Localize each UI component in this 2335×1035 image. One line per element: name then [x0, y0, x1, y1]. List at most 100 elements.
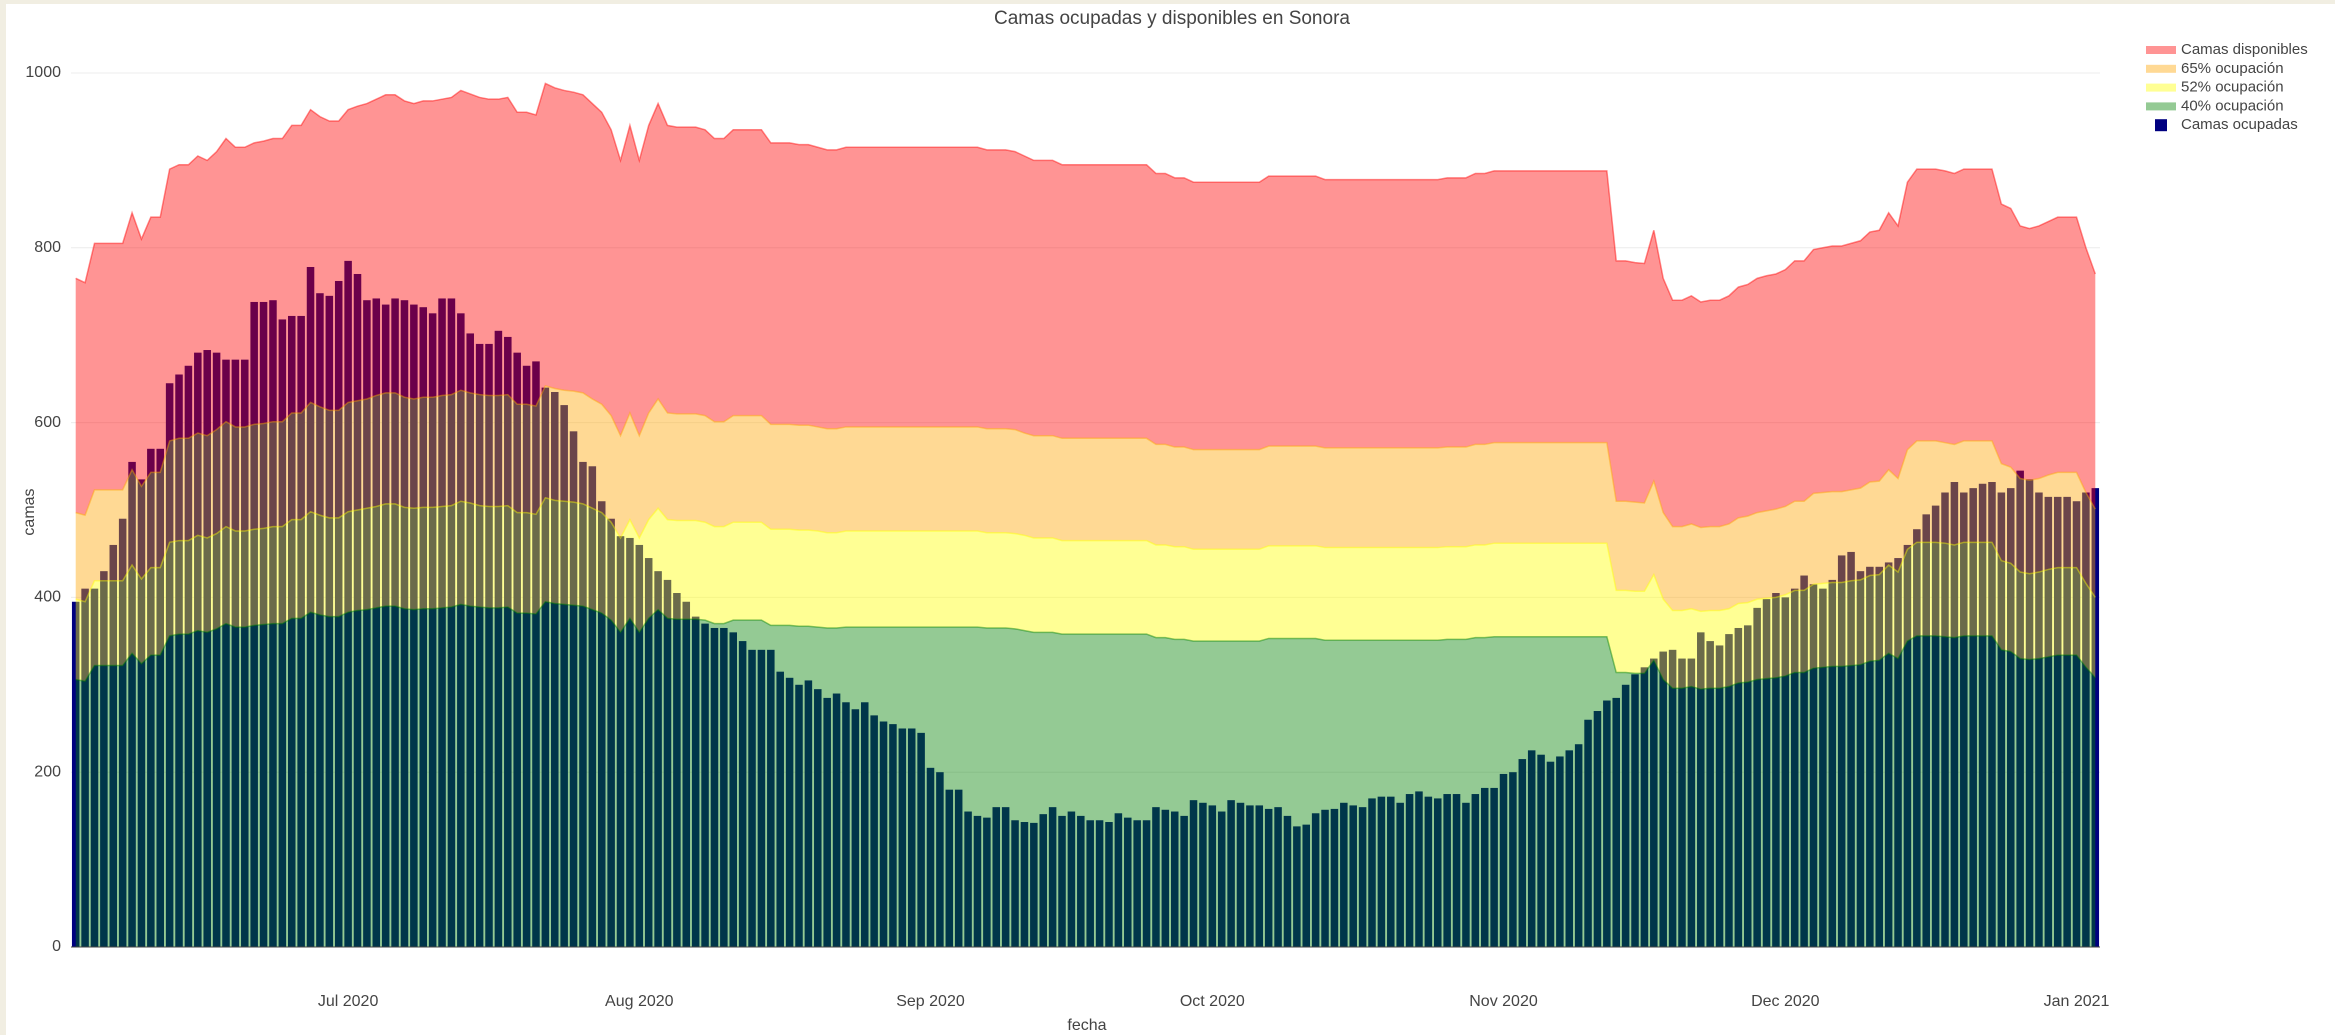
bar	[795, 684, 803, 947]
bar	[1067, 811, 1076, 947]
bar	[1321, 809, 1329, 947]
bar	[1490, 787, 1498, 947]
bar	[2063, 496, 2071, 947]
bar	[447, 298, 456, 947]
bar	[936, 772, 944, 947]
bar	[654, 571, 662, 947]
bar	[128, 461, 136, 947]
bar	[1293, 826, 1301, 947]
y-axis-label: camas	[21, 488, 38, 535]
bar	[1368, 798, 1376, 947]
legend-label: 65% ocupación	[2181, 60, 2284, 77]
bar	[1236, 802, 1245, 947]
bar	[814, 689, 822, 947]
bar	[682, 601, 691, 947]
bar	[720, 627, 728, 947]
bar	[2035, 492, 2043, 947]
bar	[1030, 822, 1038, 947]
bar	[1969, 488, 1977, 947]
bar	[269, 300, 277, 947]
bar	[165, 383, 174, 947]
bar	[757, 649, 766, 947]
bar	[118, 518, 127, 947]
legend-swatch	[2146, 83, 2176, 92]
bar	[579, 461, 587, 947]
bar	[231, 359, 240, 948]
bar	[156, 448, 164, 947]
bar	[344, 260, 352, 947]
bar	[419, 307, 428, 947]
bar	[1433, 798, 1442, 947]
bar	[1499, 773, 1508, 947]
bar	[241, 359, 249, 948]
bar	[1903, 544, 1912, 947]
bar	[2044, 496, 2053, 947]
y-tick-label: 400	[34, 589, 61, 606]
bar	[1452, 794, 1461, 947]
bar	[1048, 807, 1057, 947]
bar	[203, 350, 211, 947]
bar	[2016, 470, 2024, 947]
bar	[729, 632, 738, 947]
legend-label: Camas disponibles	[2181, 41, 2308, 58]
bar	[1227, 800, 1235, 947]
bar	[1631, 674, 1639, 947]
bar	[776, 671, 784, 947]
bar	[1678, 658, 1686, 947]
bar	[513, 352, 521, 948]
bar	[1819, 588, 1827, 947]
bar	[1105, 822, 1113, 947]
bar	[1697, 632, 1705, 947]
bar	[1603, 700, 1611, 947]
bar	[1659, 651, 1667, 947]
bar	[1443, 794, 1451, 947]
bar	[785, 677, 794, 947]
bar	[1020, 822, 1029, 947]
bar	[1424, 796, 1433, 947]
bar	[2025, 479, 2034, 947]
bar	[1161, 809, 1170, 947]
bar	[184, 365, 193, 948]
bar	[287, 315, 296, 948]
bar	[1246, 805, 1254, 947]
bar	[297, 315, 305, 948]
bar	[1152, 807, 1160, 947]
bar	[1772, 593, 1780, 947]
bar	[851, 709, 860, 947]
bar	[1978, 483, 1987, 947]
bar	[1781, 597, 1790, 947]
bar	[259, 301, 268, 948]
bar	[1349, 805, 1357, 947]
bar	[1931, 505, 1940, 947]
x-tick-label: Dec 2020	[1751, 993, 1820, 1010]
bar	[1142, 820, 1151, 947]
bar	[748, 649, 756, 947]
bar	[560, 405, 568, 947]
x-tick-label: Aug 2020	[605, 993, 674, 1010]
bar	[597, 501, 606, 947]
y-tick-label: 200	[34, 763, 61, 780]
bar	[907, 728, 916, 947]
bar	[945, 789, 954, 947]
bar	[1199, 802, 1207, 947]
area-line	[75, 82, 2097, 303]
area-fill	[75, 497, 2096, 690]
area-fill	[75, 385, 2096, 612]
bar	[635, 544, 644, 947]
area-line	[75, 600, 2096, 690]
bar	[1941, 492, 1949, 947]
bar	[1264, 808, 1273, 947]
bar	[1396, 802, 1404, 947]
bar	[1837, 555, 1846, 947]
bar	[1180, 815, 1188, 947]
bar	[1358, 807, 1367, 947]
bar	[673, 593, 681, 947]
bar	[1283, 815, 1292, 947]
bar	[504, 336, 512, 947]
legend-label: 52% ocupación	[2181, 79, 2284, 96]
bar	[992, 807, 1001, 947]
bar	[2053, 496, 2062, 947]
legend-label: Camas ocupadas	[2181, 116, 2298, 133]
bar	[1640, 667, 1649, 947]
